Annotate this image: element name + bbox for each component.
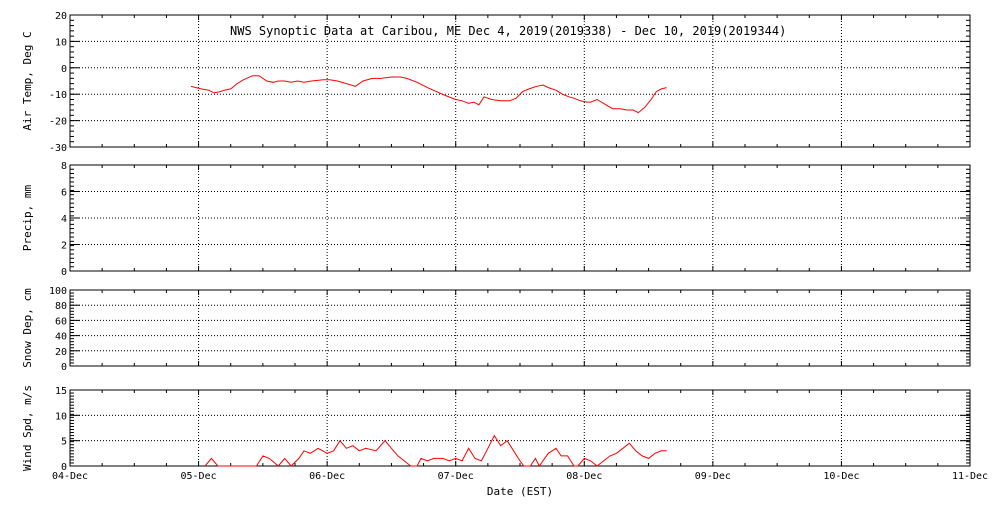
y-tick-label: 40 [55,332,67,343]
y-tick-label: 5 [61,437,67,448]
x-tick-label: 05-Dec [181,471,217,482]
panel-frame [69,14,971,148]
series-line-wind-speed [204,434,667,467]
y-tick-label: 2 [61,241,67,252]
y-axis-label: Air Temp, Deg C [21,31,34,130]
y-tick-label: -30 [49,143,67,154]
x-axis-label: Date (EST) [487,485,553,498]
y-tick-label: 0 [61,64,67,75]
y-tick-label: 0 [61,462,67,473]
y-tick-label: 6 [61,188,67,199]
y-axis-label: Wind Spd, m/s [21,385,34,471]
y-tick-label: 8 [61,161,67,172]
y-tick-label: -10 [49,90,67,101]
y-axis-label: Precip, mm [21,185,34,252]
y-tick-label: 10 [55,411,67,422]
panel-frame [69,289,971,367]
panel-wind-speed: 0 5 10 15 Wind Spd, m/s [21,385,971,473]
x-tick-label: 04-Dec [52,471,88,482]
y-tick-label: -20 [49,117,67,128]
y-tick-label: 20 [55,11,67,22]
y-tick-label: 60 [55,316,67,327]
x-tick-label: 11-Dec [952,471,988,482]
y-tick-label: 15 [55,386,67,397]
x-tick-label: 09-Dec [695,471,731,482]
panel-snow-depth: 0 20 40 60 80 100 Snow Dep, cm [21,286,971,373]
y-axis-label: Snow Dep, cm [21,288,34,368]
x-tick-label: 10-Dec [823,471,859,482]
x-tick-label: 08-Dec [566,471,602,482]
x-tick-label: 07-Dec [438,471,474,482]
y-tick-label: 20 [55,347,67,358]
x-tick-label: 06-Dec [309,471,345,482]
y-tick-label: 4 [61,214,67,225]
y-tick-label: 0 [61,267,67,278]
y-tick-label: 10 [55,37,67,48]
panel-precip: 0 2 4 6 8 Precip, mm [21,161,971,278]
series-line-air-temp [190,75,667,114]
y-tick-label: 80 [55,301,67,312]
chart-title: NWS Synoptic Data at Caribou, ME Dec 4, … [230,24,786,38]
y-tick-label: 0 [61,362,67,373]
panel-frame [69,389,971,467]
y-tick-label: 100 [49,286,67,297]
panel-air-temp: -30 -20 -10 0 10 20 Air Temp, Deg C [21,11,971,154]
panel-frame [69,164,971,272]
